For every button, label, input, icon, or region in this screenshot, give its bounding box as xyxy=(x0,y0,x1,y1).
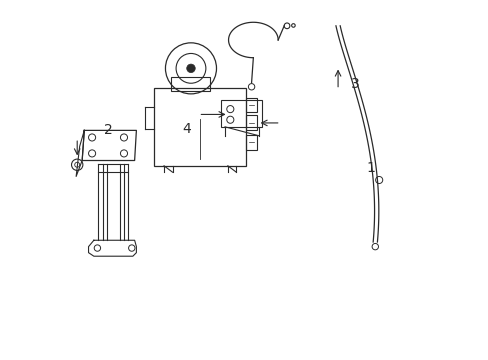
Bar xyxy=(154,88,246,166)
Bar xyxy=(221,100,262,127)
Text: 2: 2 xyxy=(103,123,112,138)
Text: 3: 3 xyxy=(350,77,359,91)
Text: 4: 4 xyxy=(182,122,191,136)
Bar xyxy=(171,77,210,91)
Bar xyxy=(246,116,256,130)
Circle shape xyxy=(186,64,195,73)
Text: 1: 1 xyxy=(366,161,375,175)
Bar xyxy=(246,135,256,150)
Bar xyxy=(246,98,256,112)
